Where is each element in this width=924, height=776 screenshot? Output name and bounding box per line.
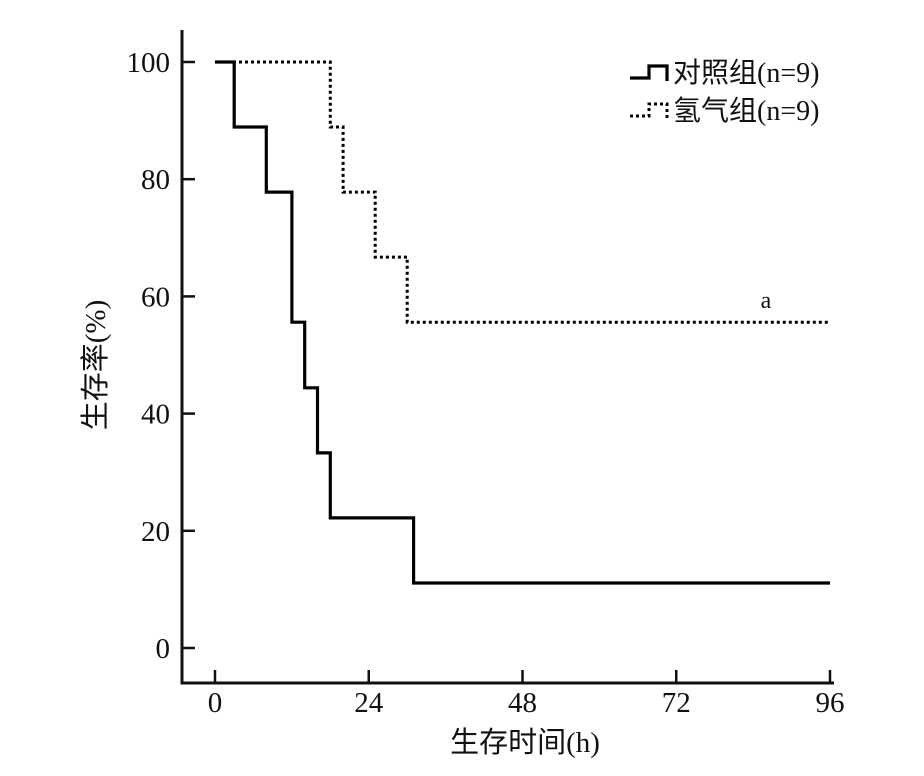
x-tick-label: 72 xyxy=(662,687,691,719)
series-layer xyxy=(215,60,830,585)
y-tick-label: 40 xyxy=(141,399,170,431)
x-axis-title: 生存时间(h) xyxy=(450,726,600,759)
x-tick-label: 0 xyxy=(208,687,223,719)
y-tick-label: 80 xyxy=(141,164,170,196)
legend-symbol xyxy=(630,64,669,81)
y-tick-label: 20 xyxy=(141,516,170,548)
y-tick-label: 60 xyxy=(141,281,170,313)
series-line-control xyxy=(215,60,830,585)
labels-layer: 0 20 40 60 80 100 0 24 48 72 96 生存时间(h) 生存率(%) a xyxy=(79,47,845,759)
y-axis-title: 生存率(%) xyxy=(79,300,112,430)
legend: 对照组(n=9) 氢气组(n=9) xyxy=(630,57,819,127)
significance-annotation: a xyxy=(761,288,772,314)
y-tick-label: 0 xyxy=(156,633,171,665)
x-tick-label: 24 xyxy=(354,687,384,719)
legend-label: 对照组(n=9) xyxy=(673,57,819,89)
x-tick-label: 96 xyxy=(816,687,845,719)
legend-label: 氢气组(n=9) xyxy=(673,95,819,127)
x-tick-label: 48 xyxy=(508,687,537,719)
legend-symbol xyxy=(630,102,669,119)
y-tick-label: 100 xyxy=(127,47,171,79)
axes-layer xyxy=(180,30,834,685)
